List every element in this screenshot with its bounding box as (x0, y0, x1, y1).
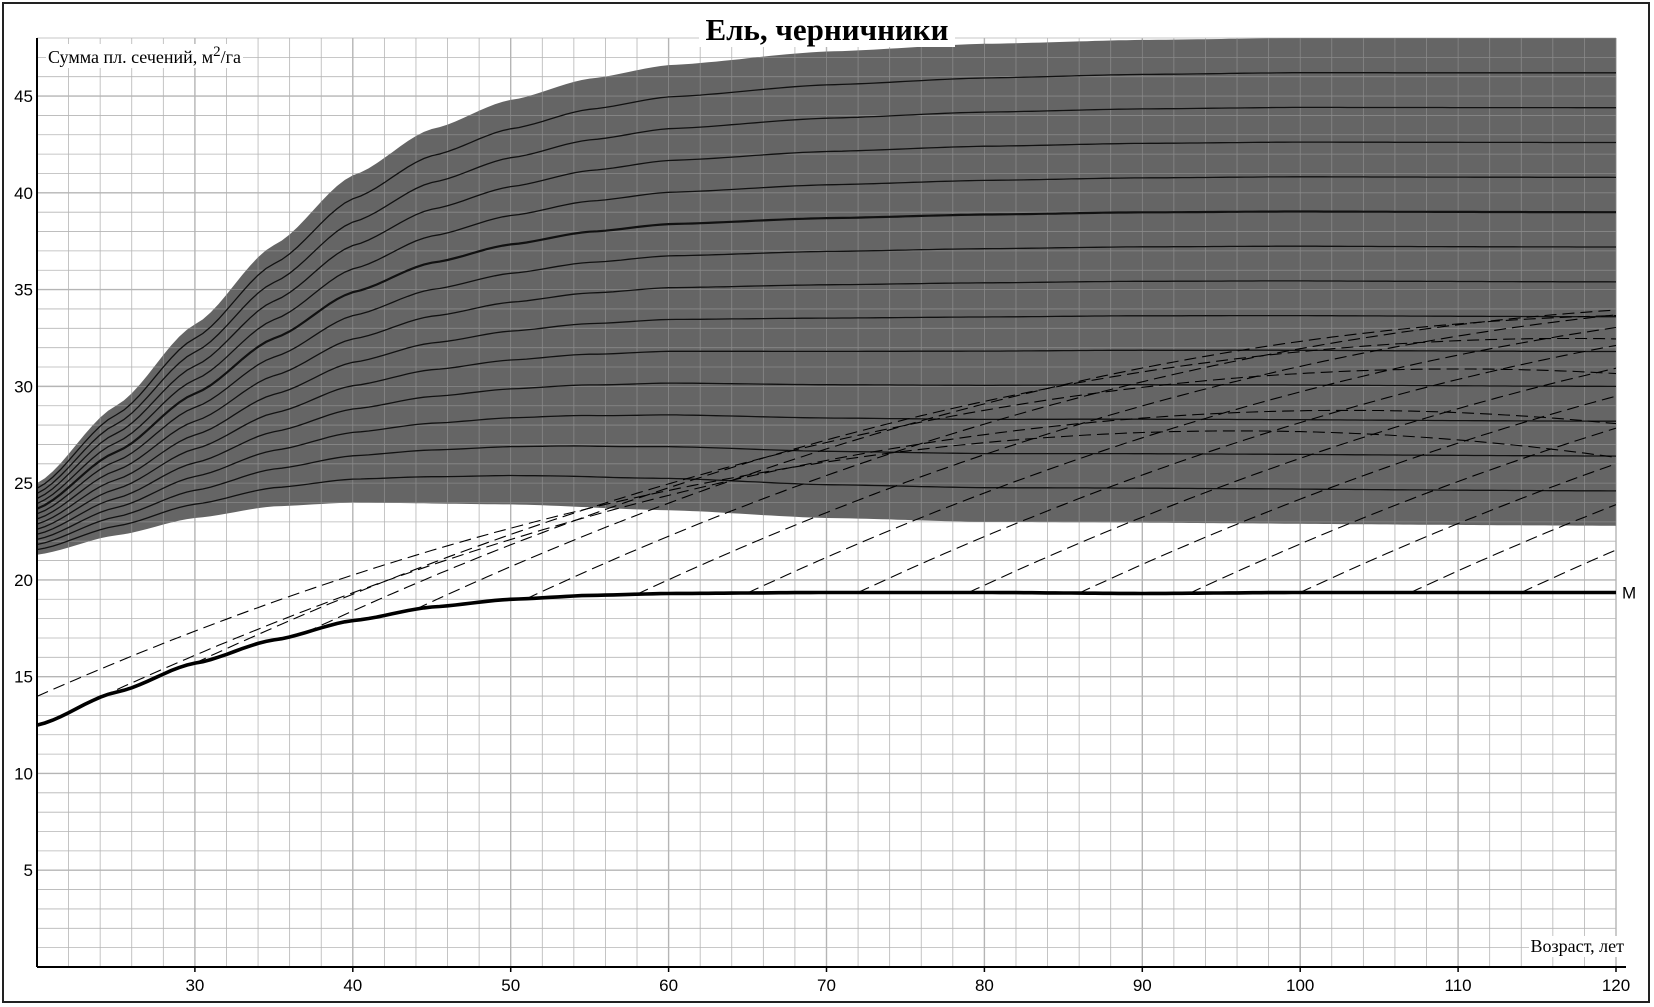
x-tick-label: 30 (185, 976, 204, 995)
guide-line (37, 430, 1616, 697)
y-tick-label: 20 (14, 571, 33, 590)
reference-curve (36, 382, 1616, 535)
guide-line (1299, 463, 1616, 593)
y-tick-label: 45 (14, 87, 33, 106)
y-tick-label: 30 (14, 377, 33, 396)
y-axis-label-sup: 2 (213, 44, 221, 60)
reference-curve (36, 414, 1616, 541)
reference-curve (36, 210, 1616, 510)
series-line-m (36, 590, 1616, 727)
chart-title: Ель, черничники (699, 12, 955, 47)
guide-line (415, 315, 1616, 610)
reference-curve (36, 106, 1616, 494)
guide-line (526, 309, 1616, 600)
reference-curve (36, 349, 1616, 530)
series-label-m: М (1622, 583, 1636, 602)
reference-curve (36, 141, 1616, 500)
x-tick-label: 50 (501, 976, 520, 995)
x-tick-label: 120 (1602, 976, 1630, 995)
guide-line (305, 337, 1616, 634)
y-tick-label: 15 (14, 668, 33, 687)
guide-line (1078, 395, 1616, 594)
y-tick-label: 5 (24, 861, 33, 880)
reference-curve (36, 314, 1616, 525)
y-tick-label: 25 (14, 474, 33, 493)
guide-line (968, 367, 1616, 593)
guide-line (194, 368, 1616, 664)
x-tick-label: 60 (659, 976, 678, 995)
reference-curve (36, 72, 1616, 489)
x-axis-label: Возраст, лет (1528, 936, 1626, 957)
reference-curves (36, 72, 1617, 551)
x-tick-label: 40 (343, 976, 362, 995)
x-tick-label: 80 (975, 976, 994, 995)
chart-title-box: Ель, черничники (0, 12, 1654, 48)
guide-line (857, 344, 1616, 593)
y-axis-label-main: Сумма пл. сечений, м (48, 47, 214, 67)
x-tick-label: 100 (1286, 976, 1314, 995)
reference-curve (36, 176, 1617, 505)
y-tick-label: 35 (14, 281, 33, 300)
y-axis-label-tail: /га (220, 47, 242, 67)
x-tick-label: 110 (1445, 976, 1472, 995)
reference-curve (36, 445, 1617, 546)
y-tick-label: 40 (14, 184, 33, 203)
reference-curve (36, 474, 1616, 551)
guide-line (84, 409, 1616, 706)
guide-line (636, 314, 1616, 595)
guide-lines (37, 309, 1616, 706)
band-grid (37, 38, 1616, 555)
x-tick-label: 70 (817, 976, 836, 995)
x-tick-label: 90 (1133, 976, 1152, 995)
guide-line (1189, 427, 1616, 594)
reference-curve (36, 245, 1616, 515)
guide-line (1410, 504, 1616, 593)
y-tick-label: 10 (14, 764, 33, 783)
guide-line (747, 326, 1616, 594)
reference-curve (36, 280, 1617, 520)
y-axis-label: Сумма пл. сечений, м2/га (46, 44, 244, 68)
